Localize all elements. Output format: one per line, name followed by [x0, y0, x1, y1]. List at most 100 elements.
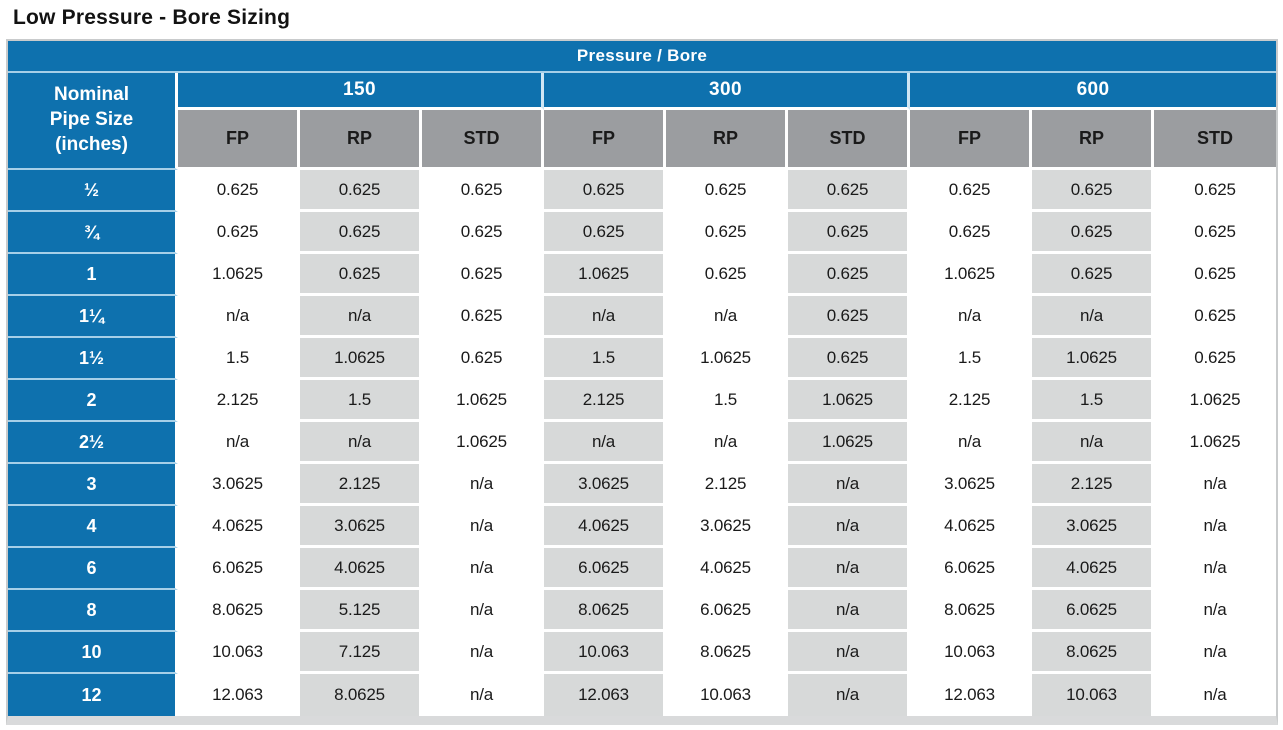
bore-value-cell: 0.625 [1154, 338, 1277, 380]
bore-value-cell: 1.0625 [178, 254, 300, 296]
bore-value-cell: n/a [788, 590, 910, 632]
bore-value-cell: 8.0625 [178, 590, 300, 632]
table-row: 6 6.0625 4.0625 n/a 6.0625 4.0625 n/a 6.0625 4.0… [8, 548, 1277, 590]
bore-value-cell: 4.0625 [300, 548, 422, 590]
page-title: Low Pressure - Bore Sizing [13, 6, 291, 29]
subheader-300-FP: FP [544, 110, 666, 170]
bore-value-cell: 0.625 [666, 212, 788, 254]
bore-value-cell: 2.125 [1032, 464, 1154, 506]
bore-value-cell: n/a [1154, 590, 1277, 632]
pipe-size-cell: ¾ [8, 212, 178, 254]
bore-value-cell: 3.0625 [1032, 506, 1154, 548]
bore-value-cell: n/a [1154, 674, 1277, 716]
bore-value-cell: 0.625 [544, 170, 666, 212]
bore-value-cell: n/a [300, 296, 422, 338]
pipe-size-cell: 2 [8, 380, 178, 422]
bore-value-cell: 7.125 [300, 632, 422, 674]
table-row: 1½ 1.5 1.0625 0.625 1.5 1.0625 0.625 1.5 1.0625 0… [8, 338, 1277, 380]
pipe-size-cell: ½ [8, 170, 178, 212]
pressure-bore-header: Pressure / Bore [8, 41, 1277, 73]
bore-value-cell: 12.063 [910, 674, 1032, 716]
bore-value-cell: 4.0625 [1032, 548, 1154, 590]
bore-value-cell: 0.625 [788, 296, 910, 338]
bore-value-cell: 12.063 [544, 674, 666, 716]
nominal-pipe-size-label: Nominal Pipe Size (inches) [49, 84, 134, 155]
bore-value-cell: n/a [788, 674, 910, 716]
bore-value-cell: 5.125 [300, 590, 422, 632]
bore-value-cell: 0.625 [666, 170, 788, 212]
bore-value-cell: 0.625 [422, 296, 544, 338]
bore-value-cell: 1.0625 [1032, 338, 1154, 380]
bore-value-cell: 0.625 [1154, 170, 1277, 212]
bore-value-cell: n/a [788, 506, 910, 548]
bore-value-cell: 4.0625 [666, 548, 788, 590]
bore-value-cell: 1.0625 [788, 422, 910, 464]
bore-value-cell: n/a [666, 422, 788, 464]
bore-value-cell: n/a [422, 548, 544, 590]
bore-value-cell: n/a [1032, 296, 1154, 338]
bore-value-cell: 1.0625 [300, 338, 422, 380]
table-row: 1¼ n/a n/a 0.625 n/a n/a 0.625 n/a n/a 0.625 [8, 296, 1277, 338]
table-row: 2 2.125 1.5 1.0625 2.125 1.5 1.0625 2.125 1.5 1.0… [8, 380, 1277, 422]
bore-value-cell: 1.0625 [788, 380, 910, 422]
bore-value-cell: n/a [178, 422, 300, 464]
bore-value-cell: 6.0625 [178, 548, 300, 590]
table-row: ¾ 0.625 0.625 0.625 0.625 0.625 0.625 0.625 0.62… [8, 212, 1277, 254]
bore-value-cell: n/a [422, 464, 544, 506]
bore-value-cell: n/a [422, 674, 544, 716]
bore-value-cell: 0.625 [178, 212, 300, 254]
bore-value-cell: 2.125 [178, 380, 300, 422]
bore-value-cell: 3.0625 [544, 464, 666, 506]
bore-value-cell: 3.0625 [178, 464, 300, 506]
bore-value-cell: 10.063 [544, 632, 666, 674]
bore-value-cell: n/a [788, 548, 910, 590]
pipe-size-cell: 8 [8, 590, 178, 632]
bore-value-cell: 0.625 [666, 254, 788, 296]
bore-value-cell: 8.0625 [1032, 632, 1154, 674]
bore-value-cell: 8.0625 [666, 632, 788, 674]
subheader-150-FP: FP [178, 110, 300, 170]
pipe-size-cell: 1 [8, 254, 178, 296]
bore-value-cell: 3.0625 [300, 506, 422, 548]
pipe-size-cell: 12 [8, 674, 178, 716]
bore-value-cell: 4.0625 [178, 506, 300, 548]
subheader-600-RP: RP [1032, 110, 1154, 170]
bore-value-cell: n/a [666, 296, 788, 338]
subheader-150-RP: RP [300, 110, 422, 170]
bore-value-cell: n/a [178, 296, 300, 338]
bore-value-cell: 0.625 [910, 212, 1032, 254]
subheader-300-RP: RP [666, 110, 788, 170]
bore-value-cell: 10.063 [1032, 674, 1154, 716]
bore-value-cell: 1.0625 [666, 338, 788, 380]
bore-value-cell: 0.625 [422, 212, 544, 254]
table-row: 10 10.063 7.125 n/a 10.063 8.0625 n/a 10.063 8.0… [8, 632, 1277, 674]
bore-value-cell: 10.063 [910, 632, 1032, 674]
bore-value-cell: n/a [1154, 632, 1277, 674]
table-row: 8 8.0625 5.125 n/a 8.0625 6.0625 n/a 8.0625 6.06… [8, 590, 1277, 632]
bore-value-cell: 0.625 [788, 212, 910, 254]
bore-value-cell: n/a [1154, 464, 1277, 506]
bore-value-cell: 0.625 [422, 170, 544, 212]
pipe-size-cell: 2½ [8, 422, 178, 464]
bore-value-cell: 2.125 [300, 464, 422, 506]
bore-value-cell: 2.125 [544, 380, 666, 422]
bore-value-cell: 0.625 [1154, 254, 1277, 296]
table-row: ½ 0.625 0.625 0.625 0.625 0.625 0.625 0.625 0.62… [8, 170, 1277, 212]
bore-value-cell: 6.0625 [1032, 590, 1154, 632]
pipe-size-cell: 1¼ [8, 296, 178, 338]
bore-value-cell: 1.5 [910, 338, 1032, 380]
bore-value-cell: 1.0625 [422, 422, 544, 464]
subheader-150-STD: STD [422, 110, 544, 170]
pipe-size-cell: 10 [8, 632, 178, 674]
bore-value-cell: 0.625 [300, 254, 422, 296]
bore-value-cell: 10.063 [666, 674, 788, 716]
group-header-300: 300 [544, 73, 910, 110]
nominal-pipe-size-header: Nominal Pipe Size (inches) [8, 73, 178, 170]
bore-value-cell: 4.0625 [910, 506, 1032, 548]
group-header-150: 150 [178, 73, 544, 110]
table-row: 2½ n/a n/a 1.0625 n/a n/a 1.0625 n/a n/a 1.0625 [8, 422, 1277, 464]
bore-value-cell: 0.625 [178, 170, 300, 212]
bore-value-cell: n/a [300, 422, 422, 464]
bore-value-cell: n/a [422, 506, 544, 548]
bore-value-cell: 6.0625 [666, 590, 788, 632]
